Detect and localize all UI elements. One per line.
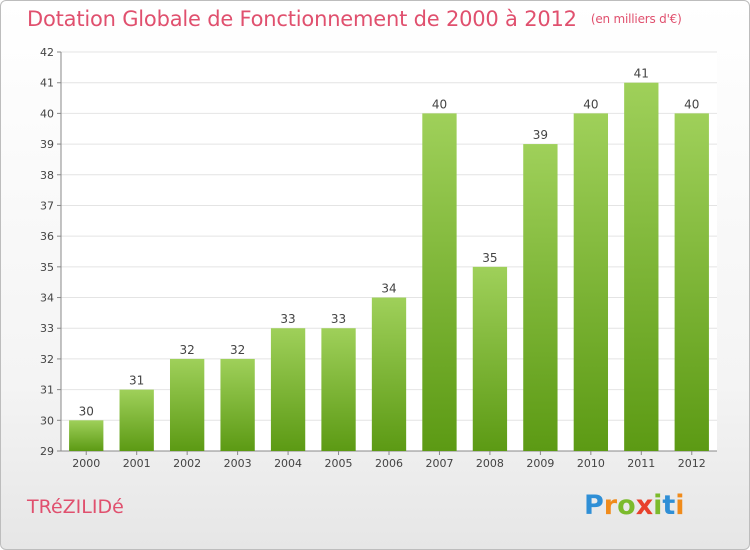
bar	[119, 389, 154, 451]
y-tick-label: 37	[40, 199, 54, 212]
y-tick-label: 35	[40, 261, 54, 274]
bar	[69, 420, 104, 451]
bar	[321, 328, 356, 451]
bar	[573, 113, 609, 451]
x-tick-labels: 2000 2001 2002 2003 2004 2005 2006 2007 2008 2009…	[72, 457, 706, 470]
y-tick-label: 33	[40, 322, 54, 335]
data-label: 40	[583, 97, 598, 111]
bar	[270, 328, 306, 451]
x-tick-label: 2011	[627, 457, 655, 470]
logo-letter: r	[603, 490, 618, 521]
data-label: 40	[432, 97, 447, 111]
y-tick-label: 36	[40, 230, 54, 243]
y-tick-label: 41	[40, 77, 54, 90]
bar	[624, 82, 659, 451]
data-label: 34	[381, 282, 396, 296]
x-tick-label: 2007	[425, 457, 453, 470]
bar	[472, 266, 508, 451]
x-tick-label: 2008	[476, 457, 504, 470]
logo-letter: i	[675, 490, 685, 521]
x-tick-label: 2001	[123, 457, 151, 470]
bar	[674, 113, 709, 451]
x-tick-label: 2006	[375, 457, 403, 470]
y-tick-label: 38	[40, 169, 54, 182]
bar	[422, 113, 457, 451]
chart-title: Dotation Globale de Fonctionnement de 20…	[27, 7, 682, 31]
data-label: 30	[79, 404, 94, 418]
logo-letter: i	[653, 490, 663, 521]
bar	[169, 358, 205, 451]
x-tick-label: 2002	[173, 457, 201, 470]
commune-name: TRéZILIDé	[27, 496, 124, 518]
data-label: 31	[129, 374, 144, 388]
x-tick-label: 2004	[274, 457, 302, 470]
data-label: 40	[684, 97, 699, 111]
logo-letter: P	[584, 490, 604, 521]
bar	[220, 358, 255, 451]
data-label: 41	[634, 67, 649, 81]
x-tick-label: 2009	[526, 457, 554, 470]
proxiti-logo: Proxiti	[584, 490, 685, 521]
data-label: 33	[280, 312, 295, 326]
data-label: 35	[482, 251, 497, 265]
x-tick-label: 2005	[325, 457, 353, 470]
y-tick-label: 31	[40, 384, 54, 397]
y-tick-label: 39	[40, 138, 54, 151]
x-tick-label: 2000	[72, 457, 100, 470]
data-labels: 30 31 32 32 33 33 34 40 35 39 40 41 40	[79, 67, 700, 419]
y-tick-label: 29	[40, 445, 54, 458]
y-tick-label: 30	[40, 414, 54, 427]
y-tick-label: 34	[40, 292, 54, 305]
logo-letter: t	[662, 490, 676, 521]
logo-letter: o	[617, 490, 636, 521]
data-label: 39	[533, 128, 548, 142]
y-tick-label: 32	[40, 353, 54, 366]
x-tick-label: 2012	[678, 457, 706, 470]
data-label: 33	[331, 312, 346, 326]
y-tick-label: 42	[40, 46, 54, 59]
bar	[371, 297, 407, 451]
chart-title-text: Dotation Globale de Fonctionnement de 20…	[27, 7, 577, 31]
bar	[523, 144, 558, 452]
y-tick-label: 40	[40, 107, 54, 120]
y-tick-labels: 29 30 31 32 33 34 35 36 37 38 39 40 41 42	[40, 46, 54, 458]
x-tick-label: 2003	[224, 457, 252, 470]
data-label: 32	[180, 343, 195, 357]
data-label: 32	[230, 343, 245, 357]
logo-letter: x	[635, 490, 654, 521]
chart-unit: (en milliers d'€)	[590, 12, 682, 26]
bars	[69, 82, 709, 452]
x-tick-label: 2010	[577, 457, 605, 470]
